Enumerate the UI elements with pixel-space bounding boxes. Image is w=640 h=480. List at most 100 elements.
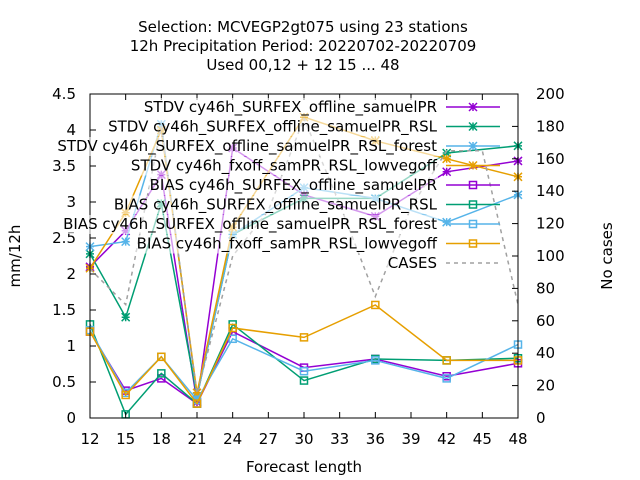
series-bias-cy46h-surfex-offline-samuelpr-rsl	[85, 320, 523, 419]
legend-label: STDV cy46h_fxoff_samPR_RSL_lowvegoff	[131, 157, 438, 176]
y2-tick-label: 20	[536, 377, 555, 395]
legend-entry: BIAS cy46h_fxoff_samPR_RSL_lowvegoff	[135, 234, 500, 254]
y-tick-label: 3	[66, 193, 76, 211]
data-point	[442, 154, 452, 164]
legend-swatch-marker	[468, 180, 478, 190]
y2-axis-label: No cases	[598, 222, 616, 290]
data-point	[371, 356, 380, 365]
data-point	[157, 369, 166, 378]
series-line	[89, 304, 518, 406]
y-axis-label: mm/12h	[6, 225, 24, 288]
legend-label-background	[148, 176, 438, 195]
y-tick-label: 3.5	[52, 157, 76, 175]
data-point	[192, 399, 202, 408]
data-point	[157, 352, 166, 362]
legend-label: BIAS cy46h_fxoff_samPR_RSL_lowvegoff	[137, 235, 438, 254]
data-point	[228, 334, 237, 344]
title-line-3: Used 00,12 + 12 15 ... 48	[206, 56, 399, 74]
legend-swatch-marker	[468, 121, 478, 132]
legend-label-background	[135, 234, 439, 254]
legend-entry: BIAS cy46h_SURFEX_offline_samuelPR_RSL	[112, 195, 500, 215]
legend-label: STDV cy46h_SURFEX_offline_samuelPR_RSL_f…	[57, 137, 437, 156]
series-line	[89, 329, 519, 402]
data-point	[228, 323, 237, 333]
legend-swatch-marker	[468, 219, 478, 229]
data-point	[121, 312, 131, 322]
x-axis-ticks: 12 15 18 21 24 27 30 33 36 39 42 45 48	[80, 94, 528, 448]
title-line-2: 12h Precipitation Period: 20220702-20220…	[130, 37, 477, 55]
legend-label: STDV cy46h_SURFEX_offline_samuelPR	[144, 98, 437, 117]
legend-swatch-marker	[468, 141, 478, 151]
x-tick-label: 48	[508, 430, 527, 448]
x-tick-label: 42	[437, 430, 456, 448]
legend-label-background	[386, 254, 438, 272]
legend-label-background	[112, 195, 439, 215]
data-point	[121, 390, 130, 400]
y2-tick-label: 60	[536, 312, 555, 330]
data-point	[228, 229, 238, 239]
x-tick-label: 36	[366, 430, 385, 448]
data-point	[299, 333, 309, 342]
legend-entry: STDV cy46h_SURFEX_offline_samuelPR_RSL_f…	[56, 137, 500, 156]
x-tick-label: 18	[152, 430, 171, 448]
title-line-1: Selection: MCVEGP2gt075 using 23 station…	[138, 18, 468, 36]
legend-label: BIAS cy46h_SURFEX_offline_samuelPR_RSL	[114, 196, 438, 215]
y2-tick-label: 160	[536, 150, 565, 168]
legend-label-background	[129, 156, 439, 176]
legend-entry: CASES	[386, 254, 500, 272]
legend-entry: BIAS cy46h_SURFEX_offline_samuelPR	[148, 176, 500, 195]
data-point	[442, 356, 451, 365]
y-tick-label: 1.5	[52, 301, 76, 319]
y-tick-label: 0	[66, 409, 76, 427]
data-point	[192, 388, 202, 398]
y2-tick-label: 100	[536, 247, 565, 265]
x-tick-label: 21	[187, 430, 206, 448]
legend-label-background	[56, 137, 439, 156]
y2-tick-label: 0	[536, 409, 546, 427]
x-tick-label: 15	[116, 430, 135, 448]
y-tick-label: 4.5	[52, 85, 76, 103]
y2-tick-label: 40	[536, 344, 555, 362]
legend-entry: BIAS cy46h_SURFEX_offline_samuelPR_RSL_f…	[62, 215, 500, 234]
data-point	[299, 366, 309, 376]
legend-label-background	[62, 215, 439, 234]
y2-tick-label: 80	[536, 279, 555, 297]
chart-title: Selection: MCVEGP2gt075 using 23 station…	[130, 18, 477, 74]
y-tick-label: 1	[66, 337, 76, 355]
y-tick-label: 2	[66, 265, 76, 283]
y-tick-label: 4	[66, 121, 76, 139]
y2-tick-label: 140	[536, 182, 565, 200]
legend-entry: STDV cy46h_SURFEX_offline_samuelPR	[142, 98, 500, 117]
legend-entry: STDV cy46h_fxoff_samPR_RSL_lowvegoff	[129, 156, 500, 176]
x-tick-label: 33	[330, 430, 349, 448]
legend-label: STDV cy46h_SURFEX_offline_samuelPR_RSL	[108, 118, 438, 137]
x-tick-label: 45	[473, 430, 492, 448]
data-point	[442, 217, 452, 227]
series-bias-cy46h-surfex-offline-samuelpr-rsl-forest	[85, 325, 523, 405]
y2-tick-label: 200	[536, 85, 565, 103]
x-tick-label: 39	[401, 430, 420, 448]
legend-label-background	[142, 98, 438, 117]
y-tick-label: 0.5	[52, 373, 76, 391]
data-point	[442, 148, 452, 158]
legend-swatch-marker	[468, 102, 478, 112]
x-tick-label: 30	[294, 430, 313, 448]
series-bias-cy46h-fxoff-sampr-rsl-lowvegoff	[85, 300, 523, 408]
data-point	[121, 237, 131, 247]
data-point	[299, 376, 309, 385]
x-tick-label: 24	[223, 430, 242, 448]
x-tick-label: 12	[80, 430, 99, 448]
legend-label: BIAS cy46h_SURFEX_offline_samuelPR	[150, 176, 437, 195]
x-tick-label: 27	[259, 430, 278, 448]
data-point	[442, 167, 452, 177]
y2-axis-ticks: 0 20 40 60 80 100 120 140 160 180 200	[512, 85, 565, 427]
legend-entry: STDV cy46h_SURFEX_offline_samuelPR_RSL	[107, 117, 500, 137]
x-axis-label: Forecast length	[246, 458, 362, 476]
legend-swatch-marker	[468, 239, 478, 248]
y2-tick-label: 180	[536, 117, 565, 135]
data-point	[371, 300, 380, 310]
data-point	[442, 374, 451, 383]
legend-swatch-marker	[468, 200, 478, 209]
